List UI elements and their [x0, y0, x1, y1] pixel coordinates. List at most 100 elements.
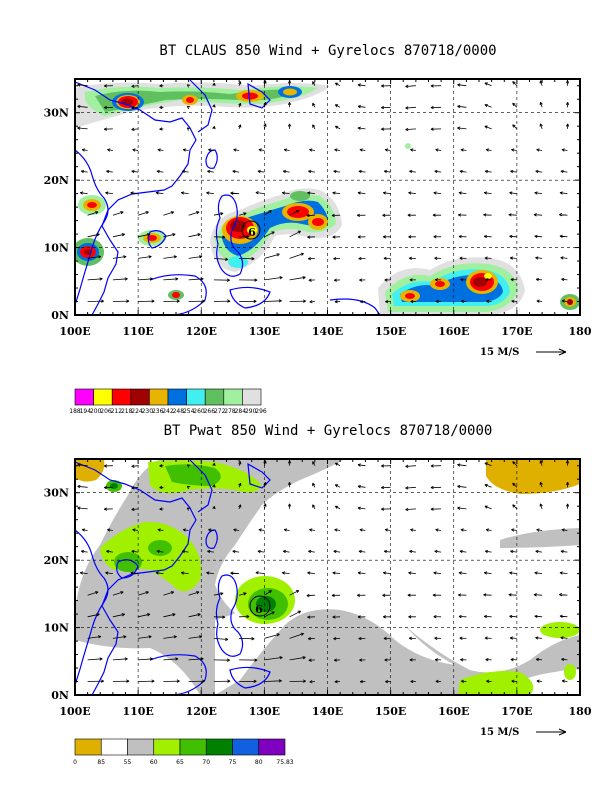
claus-wind-arrow	[385, 299, 391, 304]
pwat-wind-arrow	[107, 528, 113, 532]
claus-wind-arrow	[358, 169, 366, 174]
claus-wind-arrow	[131, 169, 139, 174]
claus-wind-arrow	[534, 191, 543, 195]
claus-wind-arrow	[509, 256, 517, 260]
claus-wind-arrow	[87, 211, 99, 216]
claus-wind-arrow	[213, 299, 231, 303]
pwat-wind-arrow	[77, 506, 88, 510]
claus-wind-arrow	[533, 213, 543, 217]
pwat-wind-arrow	[385, 679, 391, 684]
pwat-wind-arrow	[430, 507, 442, 511]
claus-wind-arrow	[289, 252, 304, 259]
claus-wind-arrow	[560, 256, 568, 260]
claus-colorbar-swatch	[111, 388, 132, 406]
claus-wind-arrow	[430, 105, 442, 110]
pwat-x-tick-label: 120E	[186, 705, 217, 718]
claus-wind-arrow	[289, 210, 300, 216]
claus-wind-arrow	[239, 257, 255, 261]
pwat-wind-arrow	[433, 571, 442, 575]
claus-wind-arrow	[233, 148, 240, 152]
claus-wind-arrow	[460, 299, 467, 304]
pwat-wind-arrow	[435, 679, 442, 684]
claus-gyre-location: 6	[241, 220, 261, 240]
claus-wind-arrow	[332, 235, 341, 239]
claus-wind-arrow	[534, 234, 543, 239]
claus-wind-arrow	[188, 211, 200, 216]
claus-wind-arrow	[188, 233, 201, 238]
pwat-reference-vector: 15 M/S	[480, 727, 567, 738]
pwat-wind-arrow	[283, 528, 290, 532]
claus-colorbar-label: 266	[204, 408, 216, 415]
pwat-colorbar-swatch	[153, 738, 181, 756]
claus-wind-arrow	[255, 191, 265, 195]
claus-wind-arrow	[180, 191, 189, 195]
claus-wind-arrow	[382, 213, 391, 217]
pwat-wind-arrow	[407, 593, 416, 597]
claus-x-tick-label: 120E	[186, 325, 217, 338]
pwat-wind-arrow	[188, 613, 201, 618]
pwat-wind-arrow	[213, 592, 224, 596]
pwat-y-tick-label: 20N	[44, 554, 69, 567]
pwat-wind-arrow	[163, 591, 175, 596]
pwat-wind-arrow	[486, 679, 492, 683]
claus-wind-arrow	[87, 277, 103, 281]
pwat-wind-arrow	[257, 549, 265, 554]
pwat-colorbar-swatch	[100, 738, 128, 756]
claus-wind-arrow	[309, 148, 315, 152]
pwat-wind-arrow	[558, 593, 568, 597]
claus-wind-arrow	[80, 169, 88, 174]
claus-wind-arrow	[112, 233, 126, 238]
pwat-wind-arrow	[289, 590, 300, 596]
claus-colorbar-label: 230	[142, 408, 154, 415]
pwat-x-tick-label: 150E	[375, 705, 406, 718]
pwat-wind-arrow	[188, 657, 204, 661]
pwat-wind-arrow	[357, 615, 366, 619]
claus-wind-arrow	[132, 148, 139, 152]
claus-wind-arrow	[457, 104, 467, 109]
claus-wind-arrow	[511, 299, 517, 303]
pwat-colorbar-label: 0	[73, 759, 77, 766]
claus-colorbar-swatch	[130, 388, 150, 406]
pwat-wind-arrow	[458, 593, 467, 597]
pwat-wind-arrow	[512, 461, 518, 466]
claus-wind-arrow	[410, 148, 416, 152]
pwat-wind-arrow	[213, 679, 231, 683]
pwat-x-tick-label: 180	[569, 705, 592, 718]
pwat-wind-arrow	[560, 636, 568, 640]
claus-wind-arrow	[357, 235, 366, 239]
pwat-colorbar: 0 85 55 60 65 70 75 80 75.83	[73, 738, 294, 766]
pwat-gyre-location: 6	[249, 595, 271, 617]
pwat-wind-arrow	[565, 482, 570, 488]
pwat-wind-arrow	[186, 464, 191, 468]
claus-wind-arrow	[156, 169, 164, 174]
claus-wind-arrow	[484, 169, 492, 174]
pwat-map: 6	[74, 458, 581, 696]
claus-wind-arrow	[289, 230, 302, 238]
pwat-wind-arrow	[384, 528, 391, 532]
claus-y-tick-label: 10N	[44, 242, 69, 255]
claus-colorbar-label: 248	[173, 408, 185, 415]
claus-wind-arrow	[213, 212, 224, 216]
pwat-wind-arrow	[359, 658, 366, 662]
claus-wind-arrow	[558, 213, 568, 217]
pwat-x-tick-label: 110E	[122, 705, 153, 718]
claus-wind-arrow	[484, 104, 492, 108]
claus-wind-arrow	[312, 102, 316, 108]
claus-colorbar-swatch	[167, 388, 187, 406]
pwat-reference-label: 15 M/S	[480, 727, 519, 738]
claus-wind-arrow	[131, 106, 139, 110]
pwat-gyre-circle	[249, 595, 271, 617]
pwat-wind-arrow	[212, 462, 216, 467]
claus-y-tick-label: 0N	[51, 309, 69, 322]
pwat-wind-arrow	[239, 637, 255, 641]
pwat-gyre-marker: 6	[255, 603, 263, 616]
claus-wind-arrow	[334, 125, 341, 130]
pwat-wind-arrow	[206, 571, 214, 575]
claus-wind-arrow	[430, 127, 442, 131]
claus-wind-arrow	[212, 125, 216, 130]
claus-wind-arrow	[382, 235, 391, 239]
claus-wind-arrow	[87, 299, 104, 303]
claus-wind-arrow	[163, 255, 177, 259]
claus-wind-arrow	[281, 191, 290, 195]
